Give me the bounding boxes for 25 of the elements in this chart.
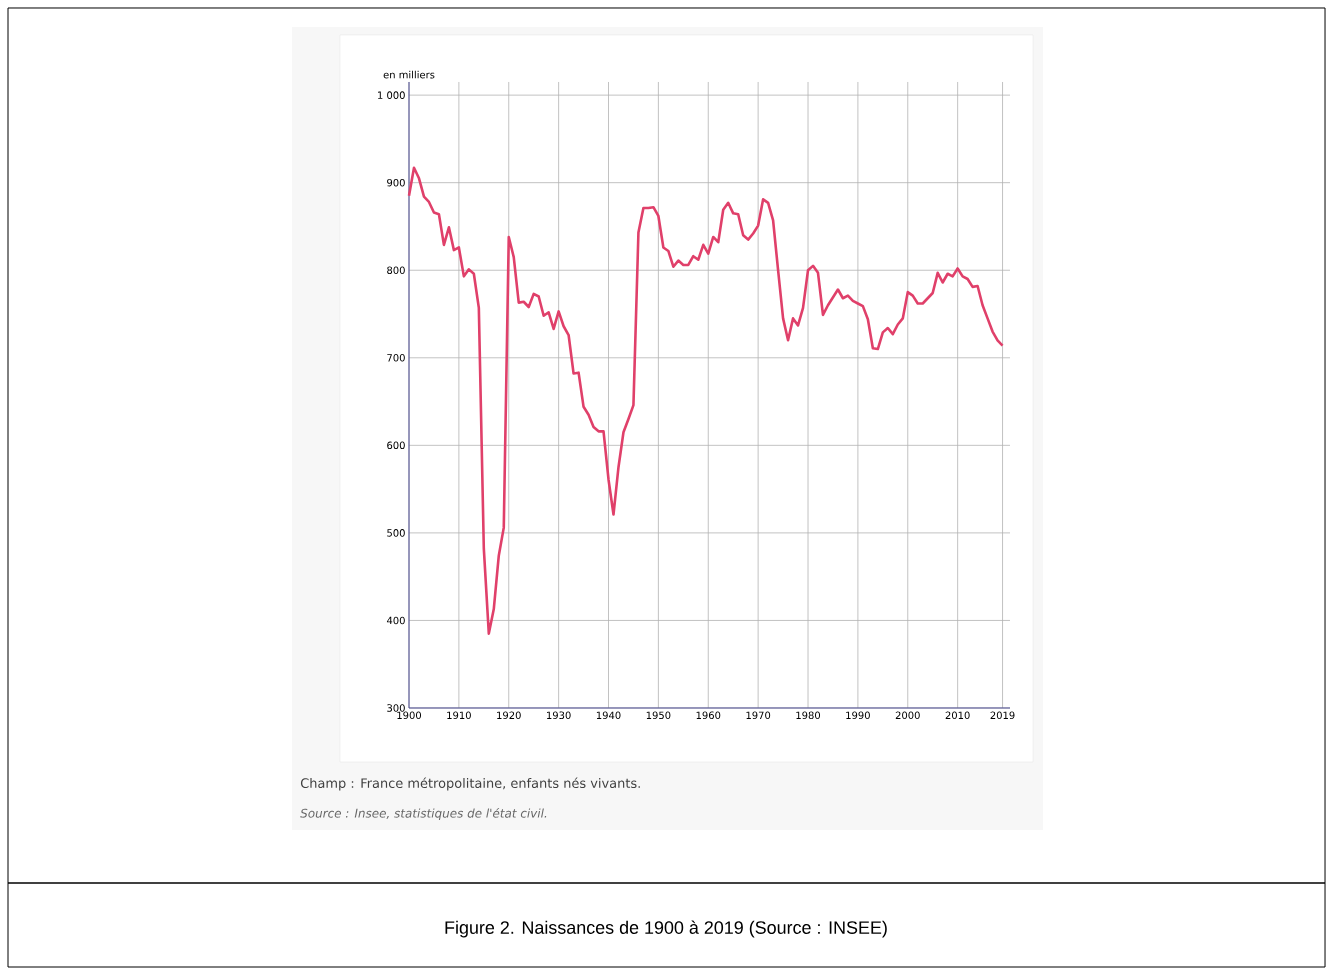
- text: Champ : France métropolitaine, enfants nés vivants.: [300, 777, 640, 791]
- x-tick-label: 2010: [945, 711, 970, 720]
- y-tick-label: 700: [387, 354, 405, 362]
- y-tick-label: 600: [387, 441, 405, 450]
- x-tick-label: 1940: [596, 711, 621, 720]
- x-tick-label: 1930: [547, 711, 571, 720]
- x-tick-label: 1960: [696, 711, 721, 720]
- y-tick-label: 300: [387, 704, 405, 712]
- x-tick-label: 1910: [447, 711, 471, 720]
- x-tick-label: 1920: [497, 711, 521, 720]
- y-tick-label: 800: [387, 266, 405, 274]
- x-tick-label: 1970: [746, 711, 771, 720]
- x-tick-label: 1900: [397, 711, 422, 720]
- x-tick-label: 1990: [846, 711, 870, 720]
- y-tick-label: 400: [386, 616, 405, 625]
- x-tick-label: 1950: [646, 711, 671, 720]
- y-tick-label: 900: [387, 178, 405, 187]
- y-tick-label: 1 000: [378, 91, 405, 99]
- caption: Figure 2. Naissances de 1900 à 2019 (Source : INSEE): [445, 920, 887, 938]
- x-tick-label: 2000: [895, 711, 920, 720]
- text: Source : Insee, statistiques de l'état civil.: [300, 807, 547, 821]
- y-axis-title: en milliers: [383, 70, 435, 79]
- x-tick-label: 2019: [990, 711, 1015, 720]
- x-tick-label: 1980: [796, 711, 821, 720]
- y-tick-label: 500: [387, 529, 405, 537]
